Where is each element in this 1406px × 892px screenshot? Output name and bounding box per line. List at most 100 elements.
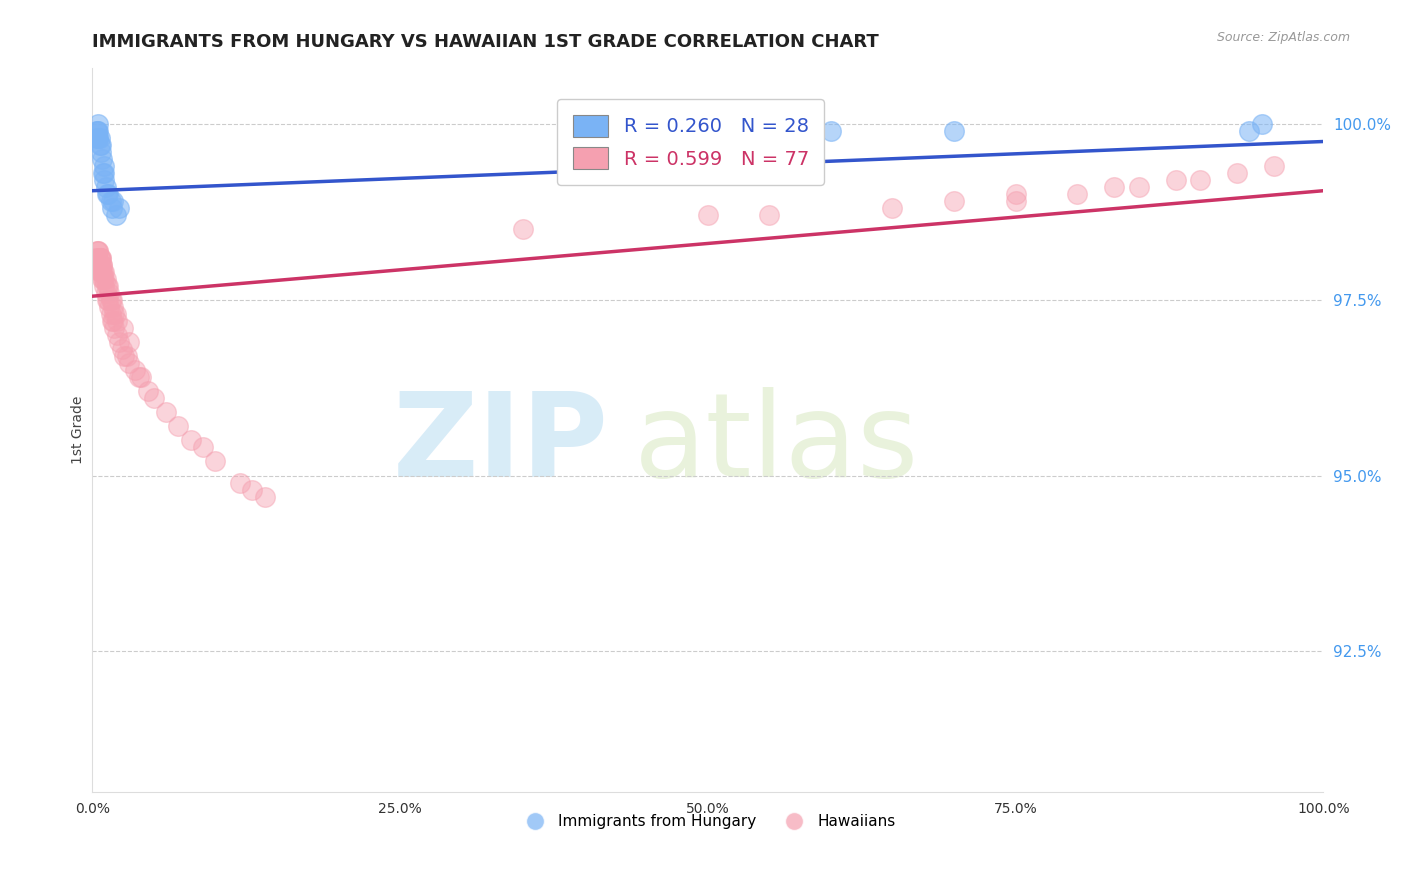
Point <box>180 434 202 448</box>
Point <box>101 293 124 307</box>
Point <box>94 180 117 194</box>
Point <box>93 271 115 285</box>
Point <box>87 117 110 131</box>
Point <box>1004 187 1026 202</box>
Point <box>942 194 965 209</box>
Point <box>1263 159 1285 173</box>
Point <box>229 475 252 490</box>
Point <box>136 384 159 398</box>
Point <box>96 278 118 293</box>
Point <box>91 264 114 278</box>
Point <box>91 271 114 285</box>
Point <box>87 131 110 145</box>
Point <box>253 490 276 504</box>
Point <box>96 187 118 202</box>
Point <box>1239 124 1261 138</box>
Point <box>820 124 842 138</box>
Point <box>90 258 112 272</box>
Point <box>91 258 114 272</box>
Point <box>103 307 125 321</box>
Text: ZIP: ZIP <box>394 387 609 502</box>
Point <box>90 251 112 265</box>
Point <box>89 251 111 265</box>
Point <box>97 278 120 293</box>
Point <box>1066 187 1088 202</box>
Point <box>108 202 131 216</box>
Point <box>882 202 904 216</box>
Point <box>111 321 134 335</box>
Point <box>91 166 114 180</box>
Point <box>101 314 124 328</box>
Point <box>89 264 111 278</box>
Point <box>84 251 107 265</box>
Legend: Immigrants from Hungary, Hawaiians: Immigrants from Hungary, Hawaiians <box>513 808 901 835</box>
Point <box>1189 173 1212 187</box>
Point <box>89 251 111 265</box>
Point <box>98 285 121 300</box>
Point <box>240 483 263 497</box>
Point <box>96 293 118 307</box>
Point <box>101 300 124 314</box>
Point <box>167 419 190 434</box>
Point <box>118 356 141 370</box>
Point <box>942 124 965 138</box>
Point <box>191 441 214 455</box>
Point <box>512 222 534 236</box>
Point <box>87 124 110 138</box>
Point <box>100 307 122 321</box>
Text: Source: ZipAtlas.com: Source: ZipAtlas.com <box>1216 31 1350 45</box>
Point <box>115 349 138 363</box>
Point <box>118 334 141 349</box>
Point <box>100 194 122 209</box>
Point <box>87 244 110 258</box>
Point <box>758 208 780 222</box>
Point <box>86 244 108 258</box>
Point <box>112 349 135 363</box>
Point <box>142 391 165 405</box>
Point <box>100 293 122 307</box>
Point <box>1128 180 1150 194</box>
Point <box>90 138 112 153</box>
Point <box>105 327 128 342</box>
Point <box>103 321 125 335</box>
Point <box>93 159 115 173</box>
Text: atlas: atlas <box>634 387 920 502</box>
Point <box>91 258 114 272</box>
Point <box>97 187 120 202</box>
Point <box>90 264 112 278</box>
Point <box>101 202 124 216</box>
Point <box>204 454 226 468</box>
Point <box>104 208 127 222</box>
Point <box>93 278 115 293</box>
Point <box>1004 194 1026 209</box>
Point <box>97 293 120 307</box>
Point <box>155 405 177 419</box>
Point <box>94 285 117 300</box>
Point <box>1250 117 1272 131</box>
Point <box>91 152 114 166</box>
Point <box>91 271 114 285</box>
Y-axis label: 1st Grade: 1st Grade <box>72 396 86 464</box>
Point <box>105 314 128 328</box>
Point <box>86 251 108 265</box>
Point <box>98 300 121 314</box>
Point <box>93 173 115 187</box>
Point <box>104 307 127 321</box>
Point <box>111 342 134 356</box>
Point <box>87 131 110 145</box>
Point <box>89 138 111 153</box>
Point <box>86 124 108 138</box>
Point <box>89 258 111 272</box>
Point <box>86 258 108 272</box>
Point <box>108 334 131 349</box>
Point <box>86 131 108 145</box>
Point <box>696 208 718 222</box>
Point <box>89 131 111 145</box>
Point <box>1164 173 1187 187</box>
Point <box>90 251 112 265</box>
Point <box>101 194 124 209</box>
Point <box>87 244 110 258</box>
Point <box>124 363 146 377</box>
Point <box>131 370 153 384</box>
Point <box>1226 166 1249 180</box>
